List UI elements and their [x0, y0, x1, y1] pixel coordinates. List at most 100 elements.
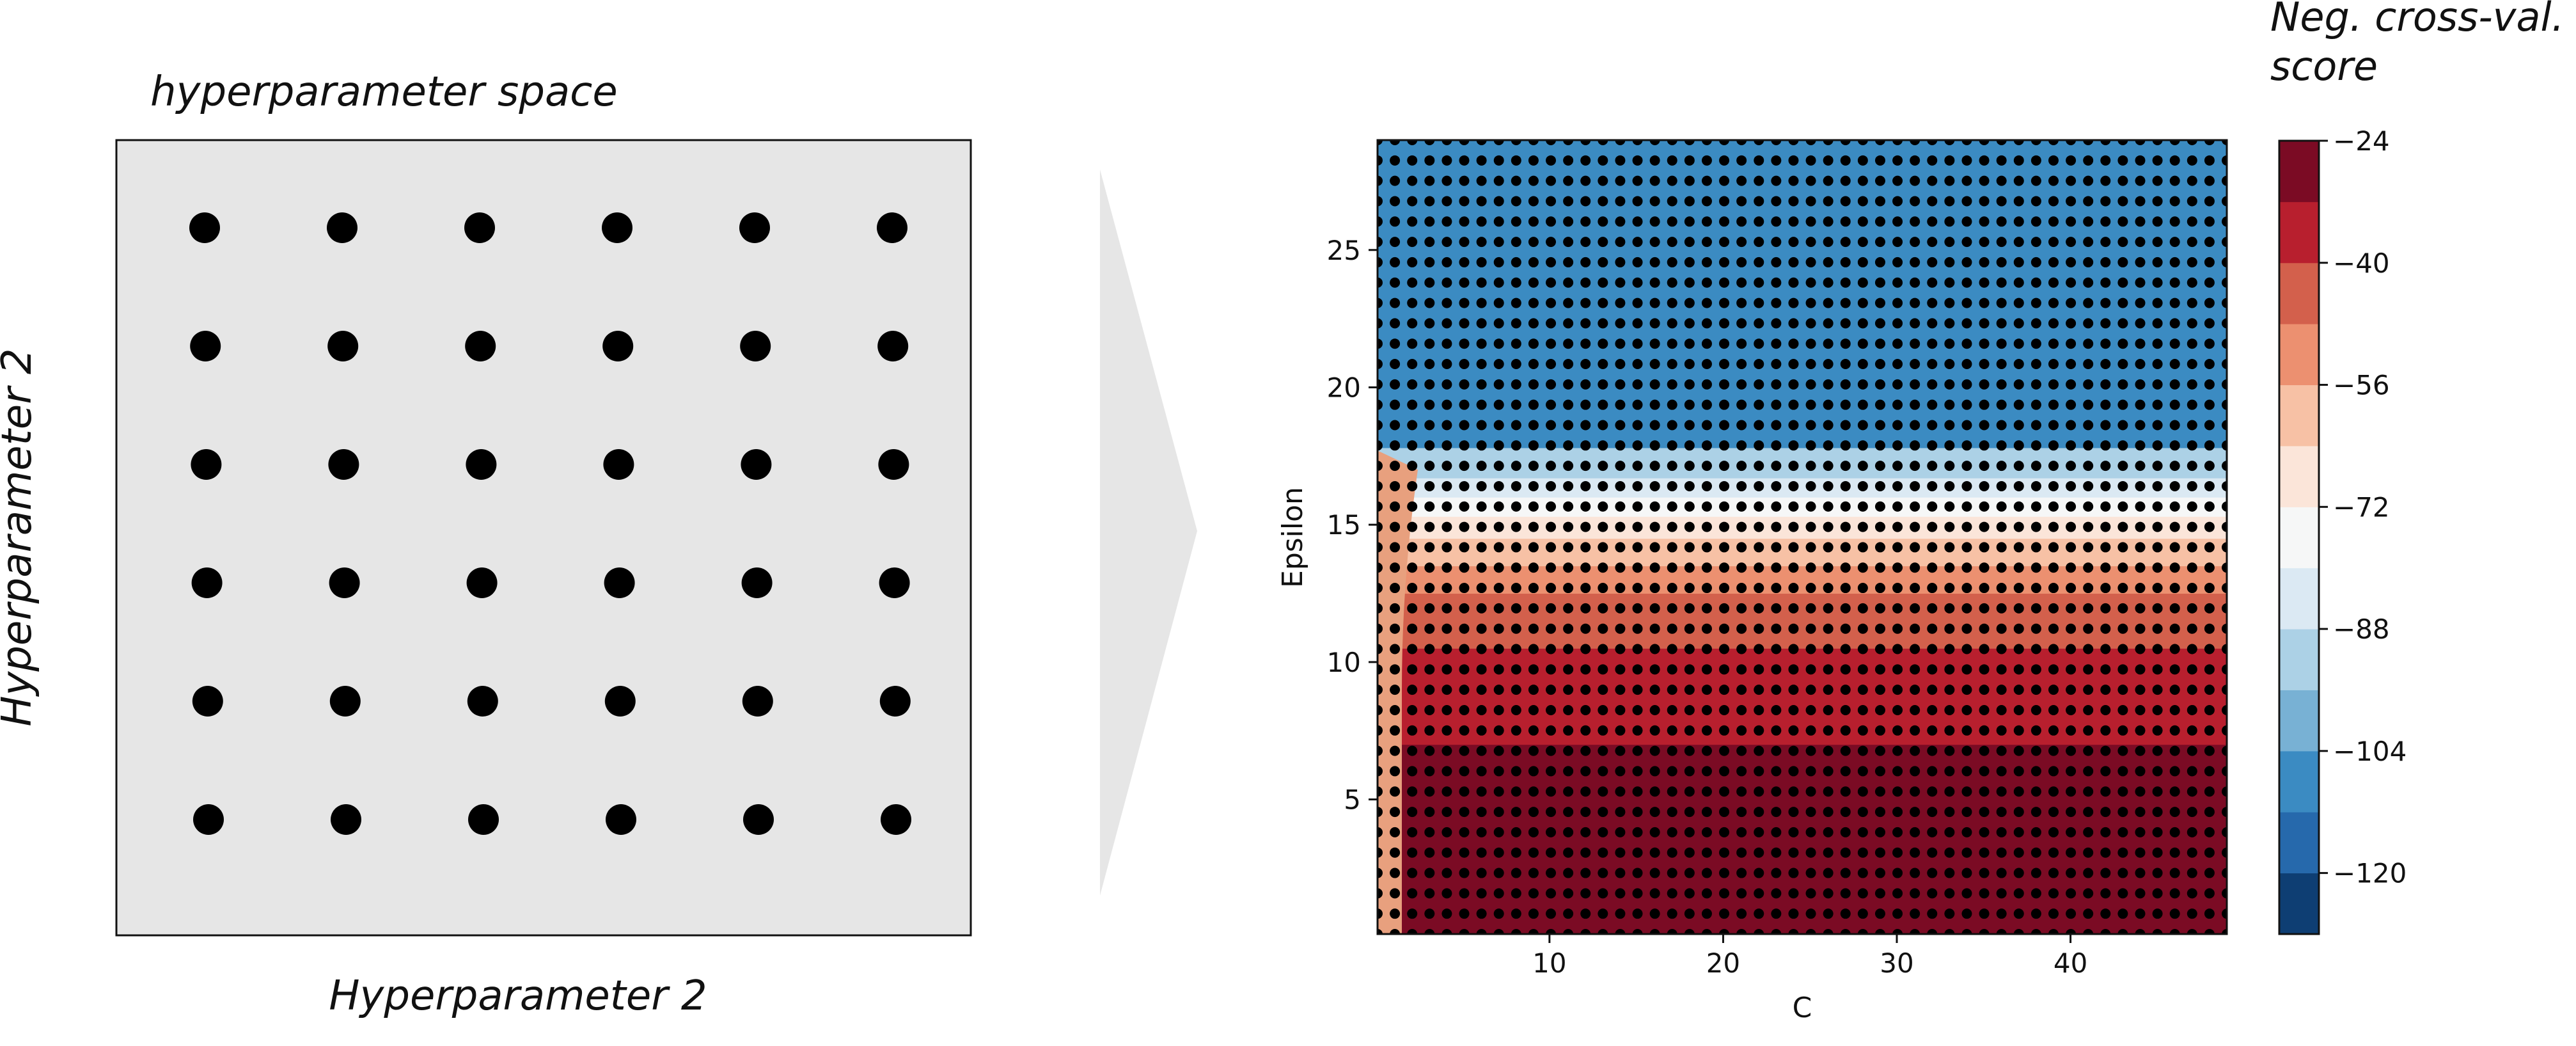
sample-point — [1493, 140, 1504, 145]
sample-point — [1424, 196, 1435, 207]
sample-point — [2100, 440, 2111, 451]
sample-point — [1874, 420, 1885, 431]
sample-point — [1979, 807, 1990, 818]
sample-point — [1390, 379, 1401, 390]
sample-point — [2222, 888, 2227, 899]
sample-point — [1615, 623, 1626, 634]
grid-point — [603, 449, 634, 480]
colorbar-segment — [2279, 262, 2319, 324]
sample-point — [1407, 807, 1418, 818]
sample-point — [1823, 440, 1834, 451]
sample-point — [2083, 685, 2094, 695]
sample-point — [1615, 257, 1626, 267]
sample-point — [2048, 257, 2059, 267]
sample-point — [1378, 644, 1383, 654]
sample-point — [1701, 175, 1712, 186]
sample-point — [2117, 359, 2128, 370]
sample-point — [1615, 745, 1626, 756]
sample-point — [1840, 318, 1851, 329]
sample-point — [1441, 603, 1452, 614]
sample-point — [1874, 908, 1885, 919]
sample-point — [1667, 175, 1677, 186]
sample-point — [1944, 766, 1955, 777]
sample-point — [1771, 664, 1782, 675]
grid-point — [879, 686, 911, 717]
sample-point — [2083, 237, 2094, 248]
sample-point — [1476, 175, 1487, 186]
sample-point — [2152, 257, 2163, 267]
sample-point — [1788, 318, 1799, 329]
sample-point — [1805, 196, 1816, 207]
sample-point — [1788, 237, 1799, 248]
sample-point — [2204, 623, 2215, 634]
sample-point — [2100, 480, 2111, 491]
sample-point — [2030, 542, 2041, 553]
sample-point — [1823, 603, 1834, 614]
sample-point — [2048, 237, 2059, 248]
sample-point — [1874, 888, 1885, 899]
sample-point — [1546, 216, 1557, 227]
sample-point — [1736, 420, 1747, 431]
sample-point — [2135, 318, 2146, 329]
sample-point — [1892, 257, 1903, 267]
sample-point — [2222, 542, 2227, 553]
sample-point — [1649, 664, 1660, 675]
sample-point — [1511, 725, 1521, 736]
sample-point — [1719, 644, 1730, 654]
sample-point — [1874, 745, 1885, 756]
sample-point — [1979, 175, 1990, 186]
sample-point — [1511, 257, 1521, 267]
sample-point — [1788, 847, 1799, 858]
sample-point — [1979, 501, 1990, 512]
sample-point — [1493, 175, 1504, 186]
sample-point — [1378, 745, 1383, 756]
sample-point — [1823, 257, 1834, 267]
sample-point — [1719, 685, 1730, 695]
sample-point — [1441, 461, 1452, 471]
sample-point — [1424, 583, 1435, 594]
sample-point — [1805, 704, 1816, 715]
sample-point — [1771, 888, 1782, 899]
sample-point — [2187, 644, 2197, 654]
sample-point — [2117, 664, 2128, 675]
sample-point — [1857, 196, 1868, 207]
sample-point — [1441, 542, 1452, 553]
sample-point — [1979, 868, 1990, 878]
sample-point — [2100, 140, 2111, 145]
grid-point — [881, 804, 911, 835]
sample-point — [1719, 725, 1730, 736]
sample-point — [1944, 704, 1955, 715]
sample-point — [1390, 399, 1401, 410]
sample-point — [1407, 868, 1418, 878]
sample-point — [1580, 420, 1591, 431]
sample-point — [1927, 847, 1938, 858]
sample-point — [1892, 461, 1903, 471]
sample-point — [1927, 277, 1938, 288]
sample-point — [1632, 786, 1643, 797]
sample-point — [1910, 807, 1920, 818]
sample-point — [2152, 725, 2163, 736]
sample-point — [1754, 685, 1764, 695]
sample-point — [2117, 501, 2128, 512]
sample-point — [2013, 196, 2024, 207]
grid-point — [193, 804, 224, 835]
sample-point — [1771, 501, 1782, 512]
sample-point — [1424, 257, 1435, 267]
sample-point — [2117, 461, 2128, 471]
sample-point — [1378, 542, 1383, 553]
sample-point — [1788, 257, 1799, 267]
sample-point — [1840, 237, 1851, 248]
sample-point — [1459, 664, 1470, 675]
colorbar-segments — [2279, 141, 2319, 935]
sample-point — [1754, 140, 1764, 145]
sample-point — [1528, 745, 1539, 756]
sample-point — [1667, 644, 1677, 654]
contour-band — [1378, 566, 2227, 594]
sample-point — [1424, 542, 1435, 553]
sample-point — [2169, 237, 2180, 248]
sample-point — [2187, 379, 2197, 390]
colorbar-tick-label: −40 — [2333, 248, 2390, 279]
sample-point — [1441, 196, 1452, 207]
sample-point — [1719, 399, 1730, 410]
sample-point — [2169, 501, 2180, 512]
